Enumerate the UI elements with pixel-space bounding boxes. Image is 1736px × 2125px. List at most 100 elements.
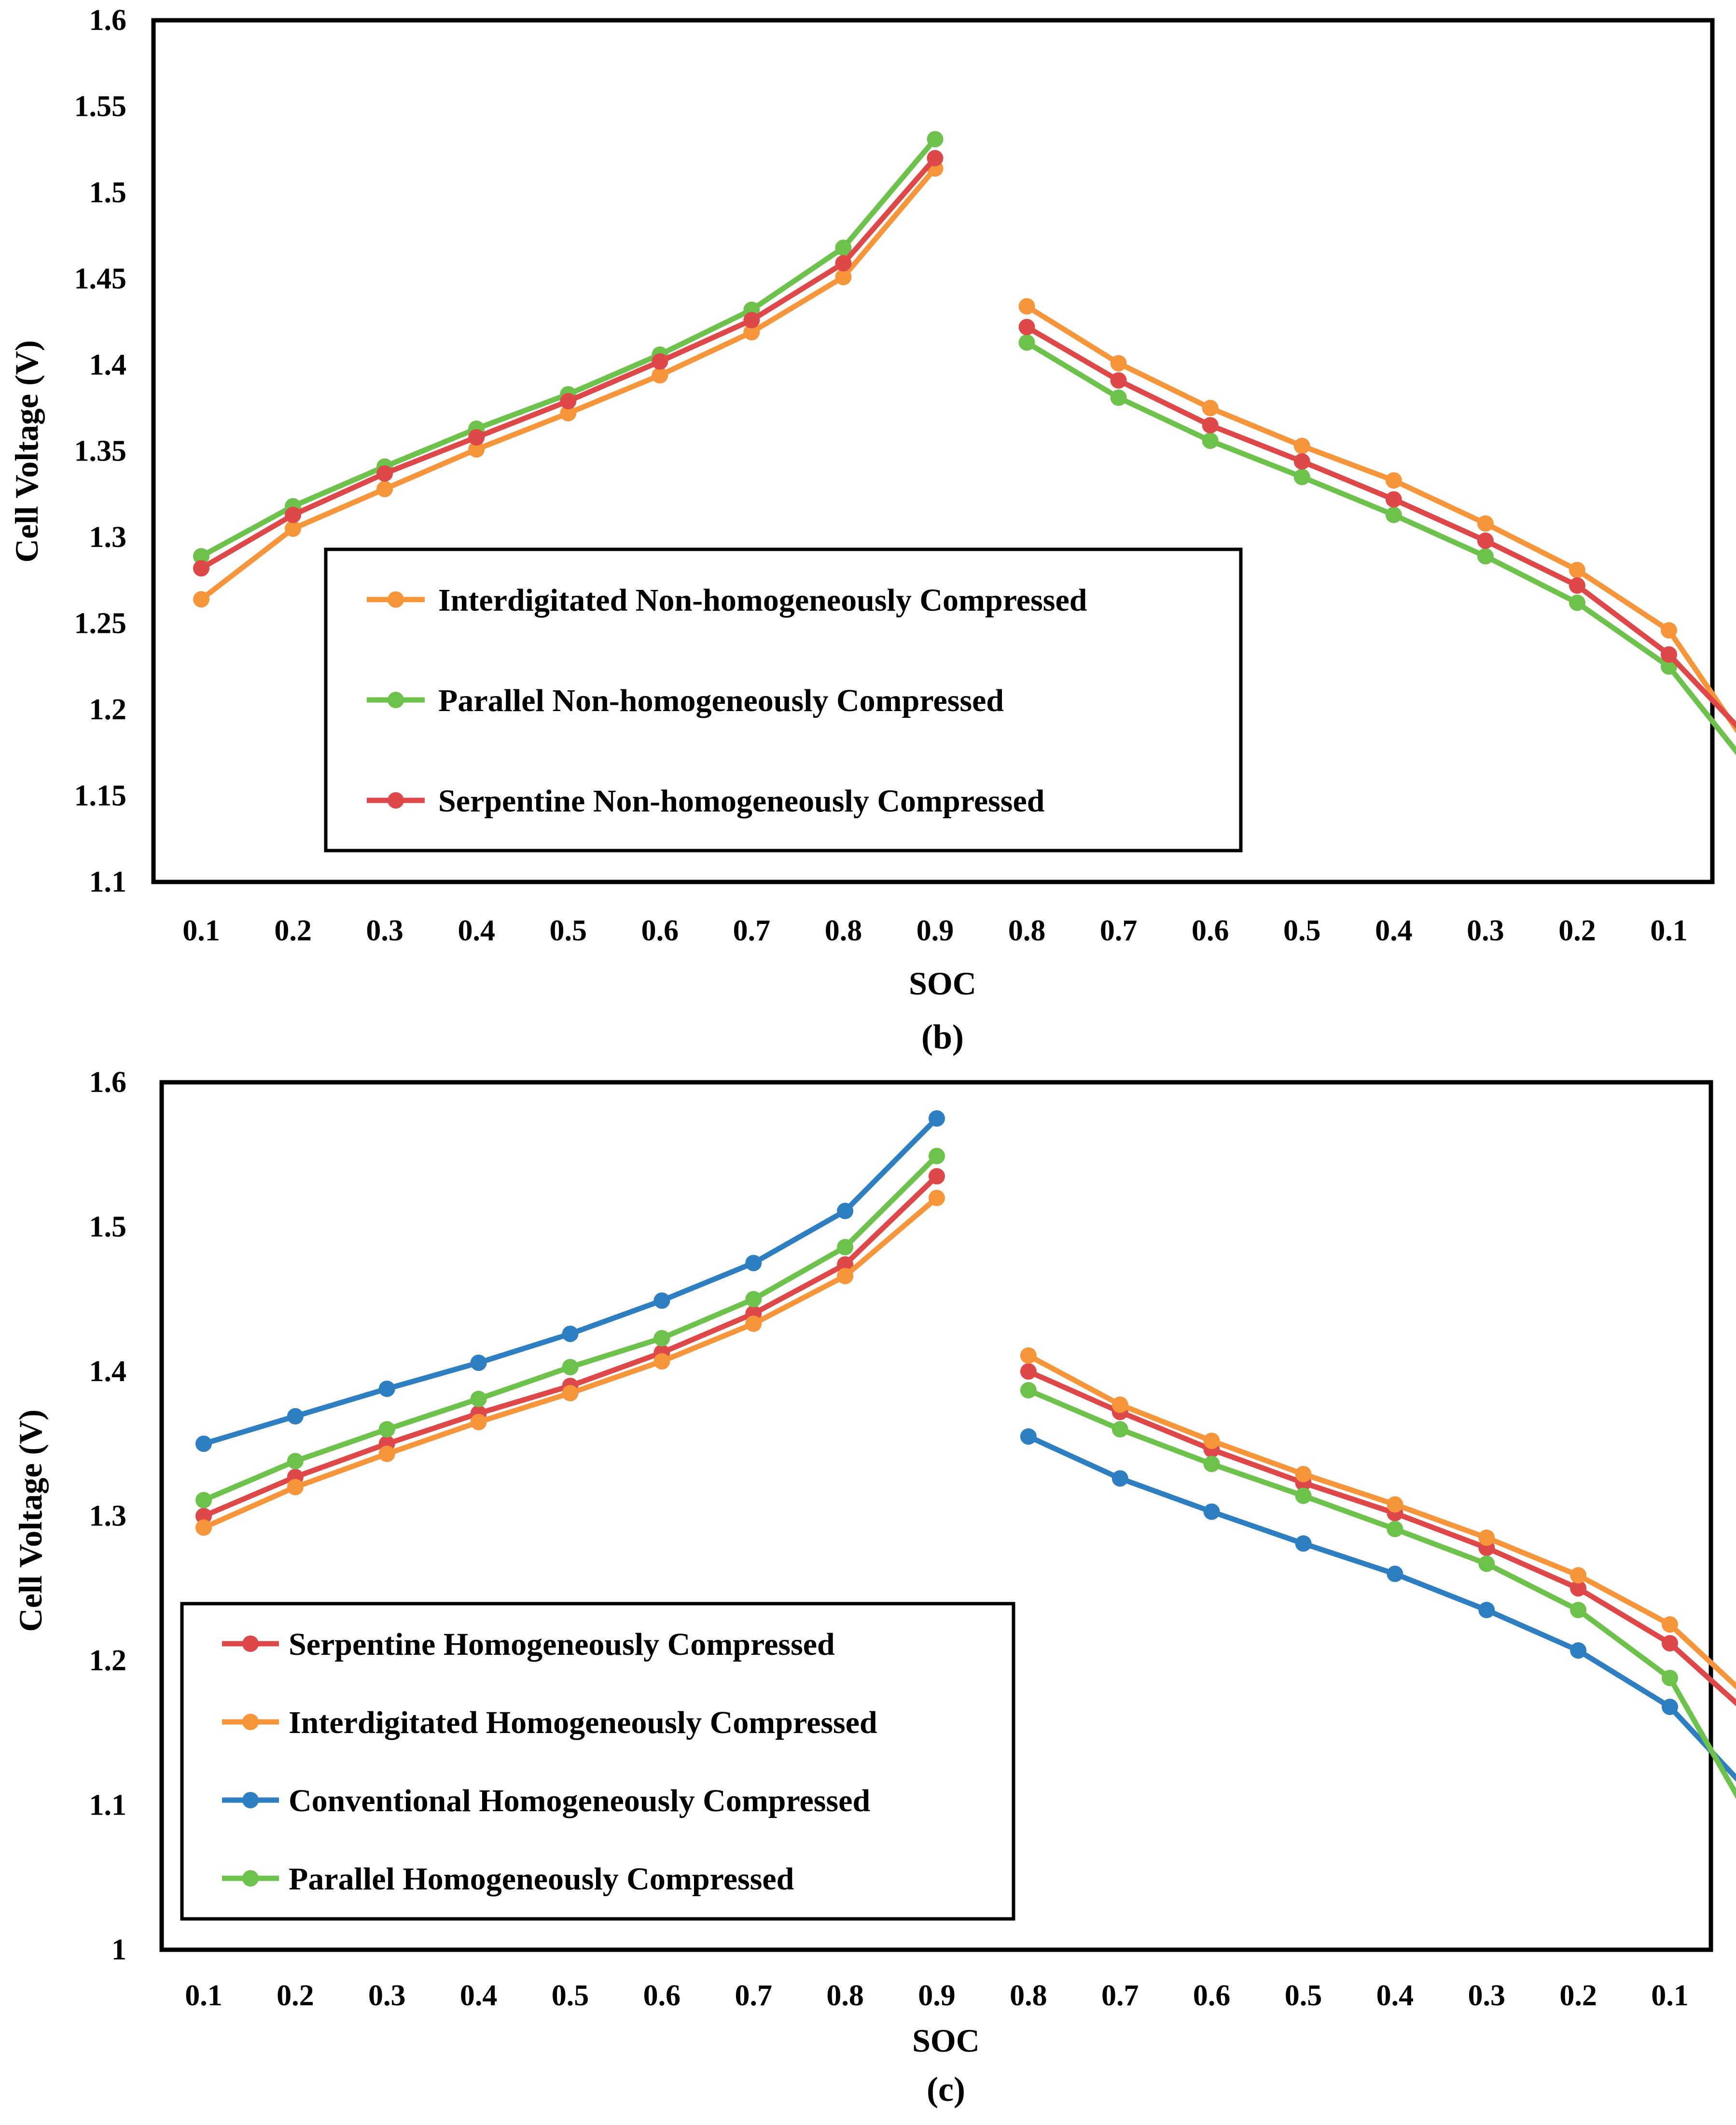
- data-point: [285, 506, 302, 523]
- data-point: [929, 1168, 945, 1185]
- data-point: [1110, 389, 1127, 406]
- series-2: [195, 1189, 1736, 1690]
- panel-caption: (b): [921, 1018, 964, 1056]
- x-tick-labels: 0.1 0.2 0.3 0.4 0.5 0.6 0.7 0.8 0.9 0.8 0.7 0.6 0.5 0…: [185, 1979, 1689, 2012]
- x-tick-label: 0.2: [277, 1979, 314, 2012]
- data-point: [1570, 1567, 1587, 1584]
- data-point: [560, 392, 577, 409]
- x-tick-label: 0.5: [1283, 914, 1321, 947]
- data-point: [653, 1292, 670, 1309]
- data-point: [1293, 469, 1310, 486]
- data-point: [1387, 1496, 1403, 1513]
- data-point: [1020, 1382, 1037, 1398]
- legend-label: Conventional Homogeneously Compressed: [289, 1783, 870, 1818]
- x-tick-label: 0.9: [918, 1979, 956, 2012]
- data-point: [1478, 1555, 1495, 1572]
- y-tick-label: 1.3: [89, 521, 127, 554]
- x-tick-label: 0.8: [1010, 1979, 1047, 2012]
- data-point: [287, 1408, 304, 1425]
- legend-swatch-marker: [388, 692, 404, 708]
- data-point: [1387, 1566, 1403, 1582]
- data-point: [743, 324, 760, 341]
- x-tick-label: 0.6: [1193, 1979, 1231, 2012]
- data-point: [562, 1326, 579, 1342]
- y-tick-label: 1: [111, 1933, 126, 1966]
- legend-label: Serpentine Non-homogeneously Compressed: [438, 783, 1044, 819]
- x-tick-label: 0.5: [550, 914, 587, 947]
- series-3: [195, 1110, 1736, 1782]
- x-axis-title: SOC: [912, 2022, 980, 2059]
- data-point: [1020, 1428, 1037, 1445]
- data-point: [745, 1315, 762, 1332]
- data-point: [560, 405, 577, 421]
- data-point: [1477, 515, 1494, 532]
- data-point: [1662, 1635, 1678, 1652]
- y-tick-label: 1.3: [89, 1500, 127, 1533]
- data-point: [1661, 646, 1677, 663]
- data-point: [1111, 1396, 1128, 1413]
- data-point: [378, 1421, 395, 1438]
- data-point: [837, 1268, 854, 1285]
- y-tick-label: 1.35: [74, 435, 127, 468]
- data-point: [835, 268, 852, 285]
- data-point: [1018, 298, 1035, 315]
- y-axis-title: Cell Voltage (V): [12, 1410, 49, 1632]
- legend-label: Parallel Non-homogeneously Compressed: [438, 683, 1004, 718]
- data-point: [1569, 561, 1585, 578]
- data-point: [378, 1380, 395, 1397]
- legend-item: Interdigitated Homogeneously Compressed: [222, 1705, 877, 1740]
- data-point: [1203, 1432, 1220, 1449]
- x-tick-label: 0.6: [1192, 914, 1229, 947]
- data-point: [745, 1291, 762, 1308]
- data-point: [1110, 372, 1127, 389]
- data-point: [193, 560, 209, 577]
- data-point: [929, 1147, 945, 1164]
- y-tick-label: 1.15: [74, 780, 127, 812]
- x-tick-label: 0.3: [1467, 914, 1504, 947]
- legend-item: Interdigitated Non-homogeneously Compres…: [367, 583, 1087, 618]
- data-point: [1111, 1421, 1128, 1438]
- data-point: [468, 441, 485, 458]
- data-point: [195, 1492, 212, 1509]
- data-point: [1295, 1535, 1312, 1552]
- y-tick-label: 1.4: [89, 349, 127, 381]
- legend-label: Interdigitated Non-homogeneously Compres…: [438, 583, 1087, 618]
- data-point: [1203, 1503, 1220, 1520]
- data-point: [1477, 548, 1494, 565]
- x-tick-label: 0.2: [1559, 1979, 1597, 2012]
- data-point: [929, 1110, 945, 1127]
- data-point: [837, 1202, 854, 1219]
- x-tick-label: 0.3: [366, 914, 403, 947]
- data-point: [1387, 1521, 1403, 1538]
- data-point: [1478, 1529, 1495, 1546]
- data-point: [1202, 417, 1219, 433]
- legend-item: Serpentine Homogeneously Compressed: [222, 1627, 835, 1662]
- y-tick-labels: 1.1 1.15 1.2 1.25 1.3 1.35 1.4 1.45 1.5 1.55 1.6: [74, 4, 127, 898]
- data-point: [1385, 491, 1402, 508]
- data-point: [837, 1239, 854, 1256]
- legend: Interdigitated Non-homogeneously Compres…: [324, 547, 1243, 853]
- x-tick-label: 0.3: [368, 1979, 406, 2012]
- data-point: [653, 1330, 670, 1347]
- y-axis-title: Cell Voltage (V): [8, 340, 45, 563]
- data-point: [468, 429, 485, 446]
- data-point: [285, 520, 302, 537]
- legend-item: Parallel Homogeneously Compressed: [222, 1861, 794, 1897]
- legend-swatch-marker: [242, 1636, 259, 1652]
- data-point: [1477, 532, 1494, 549]
- data-point: [195, 1508, 212, 1524]
- x-tick-label: 0.4: [1375, 914, 1413, 947]
- series-4: [195, 1147, 1736, 1799]
- x-tick-label: 0.4: [460, 1979, 498, 2012]
- data-point: [1661, 622, 1677, 639]
- data-point: [1110, 355, 1127, 372]
- data-point: [193, 591, 209, 608]
- data-point: [1020, 1347, 1037, 1364]
- legend-swatch-marker: [242, 1792, 259, 1808]
- data-point: [1662, 1616, 1678, 1633]
- data-point: [1385, 506, 1402, 523]
- data-point: [470, 1413, 487, 1430]
- legend-item: Serpentine Non-homogeneously Compressed: [367, 783, 1044, 819]
- data-point: [562, 1359, 579, 1376]
